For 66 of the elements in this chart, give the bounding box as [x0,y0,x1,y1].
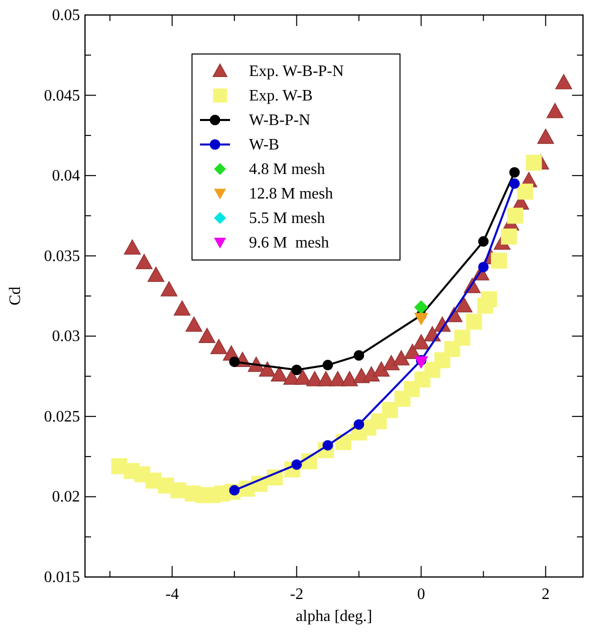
point [500,228,517,245]
point [412,334,430,350]
point [507,208,524,224]
point [382,355,400,370]
point [456,297,473,312]
point [136,254,153,270]
y-tick-label: 0.035 [44,248,80,265]
y-tick-label: 0.02 [52,488,80,506]
point [124,239,141,255]
point [414,356,428,369]
point [362,366,380,382]
point [322,360,334,370]
point [335,434,352,450]
point [414,312,428,326]
x-tick-label: 0 [417,586,426,603]
point [160,281,178,296]
point [478,262,489,272]
point [555,74,572,90]
point [174,300,191,316]
legend-label: 12.8 M mesh [249,186,333,202]
point [509,167,520,178]
point [186,316,202,332]
legend-label: W-B-P-N [249,112,311,129]
point [148,266,164,282]
point [546,102,564,118]
point [372,361,390,377]
legend-label: 9.6 M mesh [249,234,329,252]
point [509,178,520,189]
point [392,350,410,366]
y-axis-title: Cd [7,286,24,306]
point [382,402,398,418]
point [270,366,288,382]
point [318,371,334,386]
y-tick-label: 0.04 [52,168,80,185]
point [454,330,470,346]
y-tick-label: 0.03 [52,328,80,346]
point [466,314,482,330]
point [414,300,428,314]
point [354,419,364,430]
x-tick-label: -4 [165,586,179,603]
point [341,371,358,386]
y-tick-label: 0.025 [44,408,80,426]
point [517,184,534,200]
point [354,350,364,361]
point [526,154,542,171]
point [294,369,312,385]
y-tick-label: 0.015 [44,569,80,586]
y-tick-label: 0.05 [52,7,80,24]
point [229,356,240,368]
point [478,236,489,247]
x-tick-label: 2 [542,586,550,603]
point [370,413,387,430]
legend-label: Exp. W-B [249,88,313,104]
point [210,338,228,354]
point [537,128,554,144]
legend-label: W-B [249,136,280,154]
point [490,252,507,269]
legend-label: 4.8 M mesh [249,161,325,178]
legend-label: Exp. W-B-P-N [249,63,344,80]
legend-label: 5.5 M mesh [249,210,325,227]
point [198,328,216,343]
y-tick-label: 0.045 [44,87,80,104]
point [329,371,346,386]
x-tick-label: -2 [290,586,304,603]
point [291,364,302,376]
x-axis-title: alpha [deg.] [296,608,372,625]
